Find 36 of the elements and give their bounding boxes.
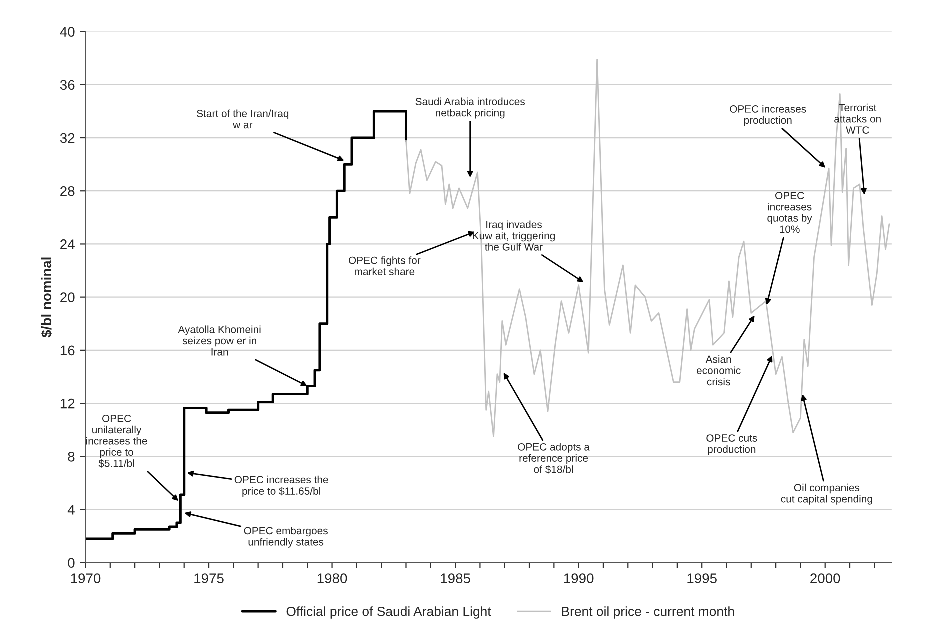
y-axis-title: $/bl nominal xyxy=(41,258,52,338)
y-tick-label: 20 xyxy=(60,292,75,302)
annotation: OPEC adopts a reference price of $18/bl xyxy=(518,443,590,474)
y-tick-label: 8 xyxy=(68,452,75,462)
annotation: Asian economic crisis xyxy=(696,356,741,386)
annotation: Iraq invades Kuw ait, triggering the Gulf War xyxy=(473,220,556,251)
annotation: OPEC unilaterally increases the price to $5.11/bl xyxy=(86,414,148,468)
annotation: Terrorist attacks on WTC xyxy=(834,104,881,134)
legend-label: Official price of Saudi Arabian Light xyxy=(286,606,492,619)
y-tick-label: 4 xyxy=(68,505,75,515)
annotation: OPEC embargoes unfriendly states xyxy=(244,526,328,548)
annotation: Oil companies cut capital spending xyxy=(781,484,872,505)
annotation: OPEC increases the price to $11.65/bl xyxy=(234,476,328,498)
y-tick-label: 24 xyxy=(60,240,75,250)
annotation: OPEC cuts production xyxy=(706,434,758,456)
y-tick-label: 28 xyxy=(60,186,75,196)
x-tick-label: 2000 xyxy=(810,574,840,584)
y-tick-label: 16 xyxy=(60,346,75,356)
annotation: OPEC fights for market share xyxy=(348,256,421,276)
annotation: Start of the Iran/Iraq w ar xyxy=(197,110,289,129)
annotation: Saudi Arabia introduces netback pricing xyxy=(416,98,525,119)
x-tick-label: 1975 xyxy=(194,574,224,584)
y-tick-label: 12 xyxy=(60,398,75,409)
annotation: OPEC increases production xyxy=(730,105,806,126)
annotation: Ayatolla Khomeini seizes pow er in Iran xyxy=(178,326,261,356)
x-tick-label: 1970 xyxy=(71,574,101,584)
x-tick-label: 1985 xyxy=(441,574,470,584)
legend-label: Brent oil price - current month xyxy=(562,606,734,619)
annotation: OPEC increases quotas by 10% xyxy=(768,192,812,234)
y-tick-label: 36 xyxy=(60,80,75,90)
y-tick-label: 40 xyxy=(60,27,75,37)
x-tick-label: 1995 xyxy=(688,574,717,584)
x-tick-label: 1990 xyxy=(564,574,594,584)
y-tick-label: 32 xyxy=(60,133,75,144)
y-tick-label: 0 xyxy=(68,558,75,568)
x-tick-label: 1980 xyxy=(318,574,348,584)
